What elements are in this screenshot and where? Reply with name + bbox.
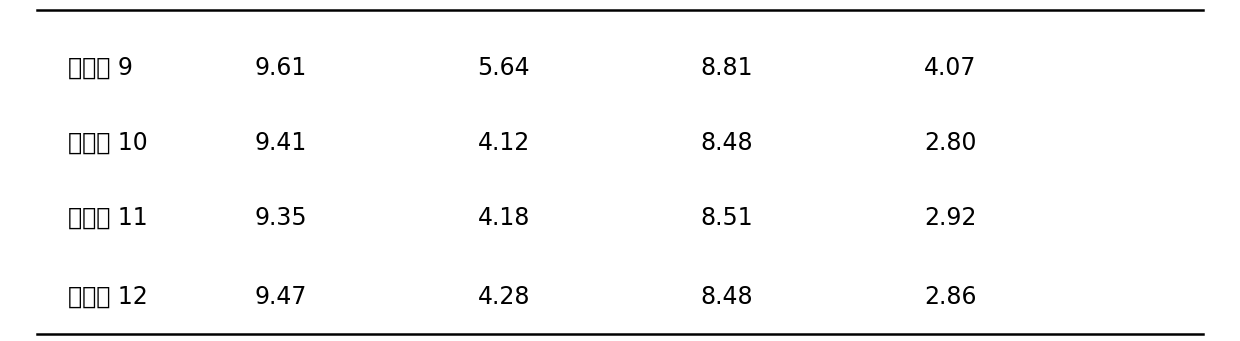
Text: 4.18: 4.18 xyxy=(477,206,529,230)
Text: 对比例 10: 对比例 10 xyxy=(68,131,148,155)
Text: 2.92: 2.92 xyxy=(924,206,976,230)
Text: 8.48: 8.48 xyxy=(701,131,753,155)
Text: 对比例 9: 对比例 9 xyxy=(68,56,133,80)
Text: 9.35: 9.35 xyxy=(254,206,306,230)
Text: 8.48: 8.48 xyxy=(701,285,753,309)
Text: 9.47: 9.47 xyxy=(254,285,306,309)
Text: 2.86: 2.86 xyxy=(924,285,976,309)
Text: 5.64: 5.64 xyxy=(477,56,529,80)
Text: 4.12: 4.12 xyxy=(477,131,529,155)
Text: 8.51: 8.51 xyxy=(701,206,753,230)
Text: 4.28: 4.28 xyxy=(477,285,529,309)
Text: 9.61: 9.61 xyxy=(254,56,306,80)
Text: 2.80: 2.80 xyxy=(924,131,976,155)
Text: 对比例 11: 对比例 11 xyxy=(68,206,148,230)
Text: 8.81: 8.81 xyxy=(701,56,753,80)
Text: 4.07: 4.07 xyxy=(924,56,976,80)
Text: 对比例 12: 对比例 12 xyxy=(68,285,148,309)
Text: 9.41: 9.41 xyxy=(254,131,306,155)
